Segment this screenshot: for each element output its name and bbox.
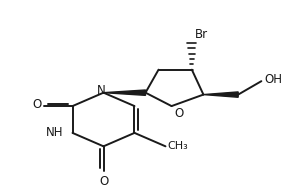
Polygon shape bbox=[104, 90, 146, 95]
Text: NH: NH bbox=[46, 126, 64, 139]
Text: CH₃: CH₃ bbox=[168, 141, 189, 151]
Text: O: O bbox=[175, 107, 184, 120]
Text: Br: Br bbox=[195, 28, 208, 41]
Text: N: N bbox=[97, 84, 106, 97]
Text: O: O bbox=[99, 175, 108, 188]
Text: OH: OH bbox=[264, 73, 282, 86]
Text: O: O bbox=[32, 98, 41, 111]
Polygon shape bbox=[203, 92, 238, 97]
